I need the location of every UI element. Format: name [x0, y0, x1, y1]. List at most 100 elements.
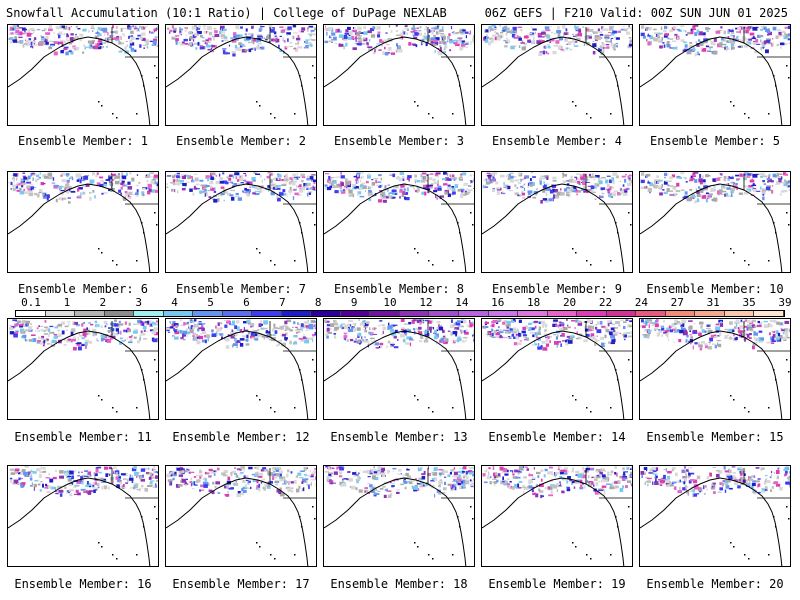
island [586, 554, 588, 556]
member-caption: Ensemble Member: 5 [649, 134, 781, 148]
ensemble-map-panel [165, 24, 317, 126]
island [773, 222, 775, 224]
colorbar-swatch [222, 311, 253, 316]
island [775, 232, 777, 234]
colorbar-label: 0.1 [21, 296, 41, 309]
island [452, 407, 454, 409]
island [630, 518, 632, 520]
colorbar-label: 24 [634, 296, 648, 309]
colorbar-swatch [163, 311, 194, 316]
snowfall-map [324, 466, 474, 566]
coastline [8, 330, 151, 419]
island [472, 77, 474, 79]
colorbar-swatch [104, 311, 135, 316]
island [432, 411, 434, 413]
island [630, 77, 632, 79]
island [733, 252, 735, 254]
colorbar-label: 6 [243, 296, 250, 309]
member-caption: Ensemble Member: 15 [646, 430, 784, 444]
island [773, 369, 775, 371]
island [628, 359, 630, 361]
island [274, 411, 276, 413]
island [314, 77, 316, 79]
island [768, 260, 770, 262]
coastline [482, 330, 625, 419]
island [775, 526, 777, 528]
colorbar-swatch [311, 311, 341, 316]
colorbar-swatch [281, 311, 312, 316]
member-caption: Ensemble Member: 16 [14, 577, 152, 591]
snowfall-map [482, 172, 632, 272]
ensemble-map-panel [481, 24, 633, 126]
island [733, 105, 735, 107]
island [274, 117, 276, 119]
island [457, 516, 459, 518]
island [788, 371, 790, 373]
island [615, 516, 617, 518]
colorbar-label: 5 [207, 296, 214, 309]
island [294, 407, 296, 409]
ensemble-map-panel [7, 24, 159, 126]
ensemble-map-panel [165, 171, 317, 273]
island [432, 558, 434, 560]
colorbar-swatch [606, 311, 637, 316]
colorbar-swatch [577, 311, 607, 316]
island [141, 222, 143, 224]
island [748, 117, 750, 119]
colorbar-swatch [518, 311, 548, 316]
island [116, 264, 118, 266]
island [154, 506, 156, 508]
snowfall-map [482, 25, 632, 125]
ensemble-map-panel [639, 24, 791, 126]
snowfall-map [8, 466, 158, 566]
island [154, 212, 156, 214]
coastline [8, 183, 151, 272]
island [294, 260, 296, 262]
colorbar-swatch [429, 311, 459, 316]
island [270, 260, 272, 262]
colorbar-swatch [252, 311, 282, 316]
map-title: Snowfall Accumulation (10:1 Ratio) | Col… [6, 6, 447, 20]
snowfall-map [166, 466, 316, 566]
island [428, 407, 430, 409]
member-caption: Ensemble Member: 10 [646, 282, 784, 296]
island [432, 117, 434, 119]
island [259, 546, 261, 548]
island [274, 558, 276, 560]
colorbar-swatch [636, 311, 666, 316]
coastline [640, 477, 783, 566]
snowfall-map [640, 466, 790, 566]
ensemble-map-panel [323, 171, 475, 273]
member-caption: Ensemble Member: 17 [172, 577, 310, 591]
coastline [324, 183, 467, 272]
colorbar-label: 3 [135, 296, 143, 309]
ensemble-map-panel [165, 318, 317, 420]
coastline [8, 477, 151, 566]
island [116, 558, 118, 560]
member-caption: Ensemble Member: 6 [17, 282, 149, 296]
ensemble-map-panel [7, 318, 159, 420]
island [768, 113, 770, 115]
snowfall-map [640, 25, 790, 125]
coastline [324, 36, 467, 125]
colorbar-swatch [45, 311, 76, 316]
ensemble-map-panel [323, 318, 475, 420]
island [256, 101, 258, 103]
island [98, 542, 100, 544]
island [301, 379, 303, 381]
island [586, 113, 588, 115]
island [301, 85, 303, 87]
island [299, 222, 301, 224]
ensemble-map-panel [7, 171, 159, 273]
ensemble-map-panel [481, 465, 633, 567]
island [590, 264, 592, 266]
island [98, 395, 100, 397]
colorbar-label: 4 [171, 296, 178, 309]
colorbar-swatch [16, 311, 46, 316]
island [617, 85, 619, 87]
island [294, 554, 296, 556]
island [730, 395, 732, 397]
colorbar-swatch [695, 311, 725, 316]
colorbar-swatch [665, 311, 696, 316]
colorbar-label: 18 [527, 296, 541, 309]
